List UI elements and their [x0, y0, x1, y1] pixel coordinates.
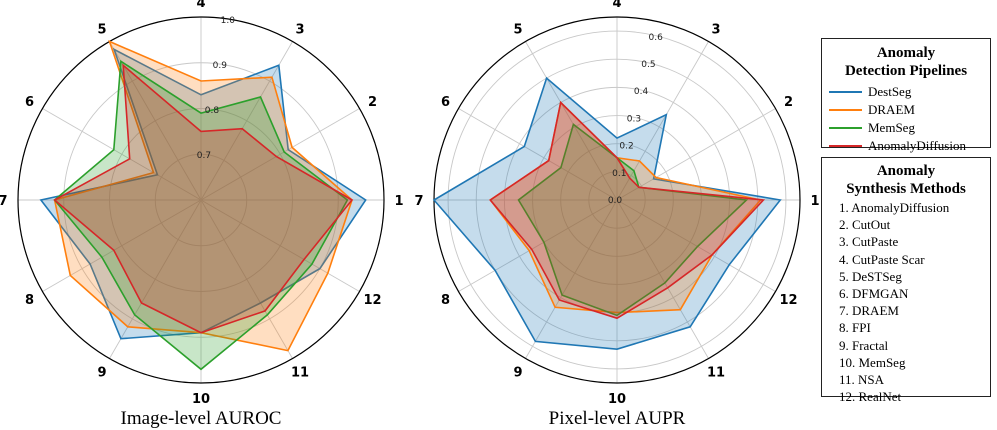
- methods-legend: Anomaly Synthesis Methods 1. AnomalyDiff…: [821, 157, 991, 404]
- rtick-label-0-3: 0.3: [627, 114, 641, 124]
- axis-label-3: 3: [711, 23, 720, 38]
- axis-label-6: 6: [25, 95, 34, 110]
- rtick-label-0-8: 0.8: [205, 106, 220, 116]
- spoke-8: [42, 199, 202, 292]
- methods-legend-title-line2: Synthesis Methods: [846, 181, 966, 197]
- axis-label-9: 9: [97, 366, 106, 381]
- method-item-9: 9. Fractal: [839, 337, 889, 353]
- axis-label-6: 6: [441, 95, 450, 110]
- method-item-2: 2. CutOut: [839, 217, 891, 233]
- pipelines-legend-title-line1: Anomaly: [876, 45, 936, 61]
- legend-swatch-anomalydiffusion: [829, 145, 862, 147]
- rtick-label-0-1: 0.1: [612, 169, 626, 179]
- series-memseg: [517, 123, 749, 317]
- pipelines-legend-title-line2: Detection Pipelines: [844, 63, 968, 79]
- method-item-1: 1. AnomalyDiffusion: [839, 200, 950, 215]
- legend-swatch-draem: [829, 109, 862, 111]
- method-item-12: 12. RealNet: [839, 389, 902, 405]
- legend-label-memseg: MemSeg: [868, 120, 915, 135]
- rtick-label-0-2: 0.2: [619, 142, 633, 152]
- spoke-8: [458, 199, 618, 292]
- method-item-11: 11. NSA: [839, 372, 885, 388]
- axis-label-7: 7: [0, 194, 8, 209]
- legend-label-destseg: DestSeg: [868, 84, 912, 99]
- chart-title: Pixel-level AUPR: [549, 408, 686, 429]
- spoke-11: [200, 199, 293, 359]
- legend-item-anomalydiffusion: AnomalyDiffusion: [822, 137, 990, 155]
- method-item-4: 4. CutPaste Scar: [839, 251, 925, 267]
- axis-label-9: 9: [513, 366, 522, 381]
- axis-label-10: 10: [608, 392, 626, 407]
- axis-label-11: 11: [707, 366, 725, 381]
- method-item-3: 3. CutPaste: [839, 234, 899, 250]
- axis-label-1: 1: [394, 194, 403, 209]
- rtick-label-0-6: 0.6: [649, 33, 664, 43]
- axis-label-8: 8: [25, 293, 34, 308]
- rtick-label-center: 0.0: [608, 196, 623, 206]
- method-item-10: 10. MemSeg: [839, 354, 906, 370]
- legend-label-draem: DRAEM: [868, 102, 915, 117]
- chart-title: Image-level AUROC: [121, 408, 282, 429]
- methods-legend-title-line1: Anomaly: [876, 163, 936, 179]
- spoke-9: [525, 199, 618, 359]
- axis-label-10: 10: [192, 392, 210, 407]
- axis-label-5: 5: [513, 23, 522, 38]
- rtick-label-0-5: 0.5: [641, 60, 655, 70]
- axis-label-7: 7: [414, 194, 423, 209]
- axis-label-4: 4: [196, 0, 205, 11]
- axis-label-4: 4: [612, 0, 621, 11]
- legend-label-anomalydiffusion: AnomalyDiffusion: [868, 138, 966, 153]
- axis-label-5: 5: [97, 23, 106, 38]
- method-item-8: 8. FPI: [839, 320, 871, 336]
- spoke-11: [616, 199, 709, 359]
- radar-chart-pixel-aupr: 0.10.20.30.40.50.60.0 123456789101112Pixe…: [414, 0, 819, 429]
- legend-item-draem: DRAEM: [822, 101, 990, 119]
- rtick-label-1-0: 1.0: [221, 16, 236, 26]
- rtick-label-0-9: 0.9: [213, 61, 228, 71]
- method-item-7: 7. DRAEM: [839, 303, 899, 319]
- rtick-label-0-4: 0.4: [634, 87, 649, 97]
- method-item-5: 5. DeSTSeg: [839, 268, 902, 284]
- axis-label-2: 2: [368, 95, 377, 110]
- series-anomalydiffusion: [53, 63, 354, 334]
- axis-label-11: 11: [291, 366, 309, 381]
- outer-frame: [17, 16, 385, 384]
- spoke-12: [200, 199, 360, 292]
- legend-item-memseg: MemSeg: [822, 119, 990, 137]
- method-item-6: 6. DFMGAN: [839, 286, 909, 302]
- axis-label-12: 12: [363, 293, 381, 308]
- spoke-9: [109, 199, 202, 359]
- series-anomalydiffusion: [489, 100, 766, 320]
- axis-label-12: 12: [779, 293, 797, 308]
- spoke-2: [616, 108, 776, 201]
- spoke-12: [616, 199, 776, 292]
- spoke-5: [525, 41, 618, 201]
- legend-swatch-memseg: [829, 127, 862, 129]
- spoke-3: [616, 41, 709, 201]
- legend-item-destseg: DestSeg: [822, 83, 990, 101]
- rtick-label-0-7: 0.7: [197, 151, 211, 161]
- spoke-3: [200, 41, 293, 201]
- axis-label-3: 3: [295, 23, 304, 38]
- spoke-6: [42, 108, 202, 201]
- spoke-6: [458, 108, 618, 201]
- pipelines-legend: Anomaly Detection Pipelines DestSeg DRAE…: [821, 38, 991, 153]
- legend-swatch-destseg: [829, 91, 862, 93]
- axis-label-2: 2: [784, 95, 793, 110]
- axis-label-1: 1: [810, 194, 819, 209]
- axis-label-8: 8: [441, 293, 450, 308]
- spoke-5: [109, 41, 202, 201]
- series-destseg: [432, 76, 782, 351]
- spoke-2: [200, 108, 360, 201]
